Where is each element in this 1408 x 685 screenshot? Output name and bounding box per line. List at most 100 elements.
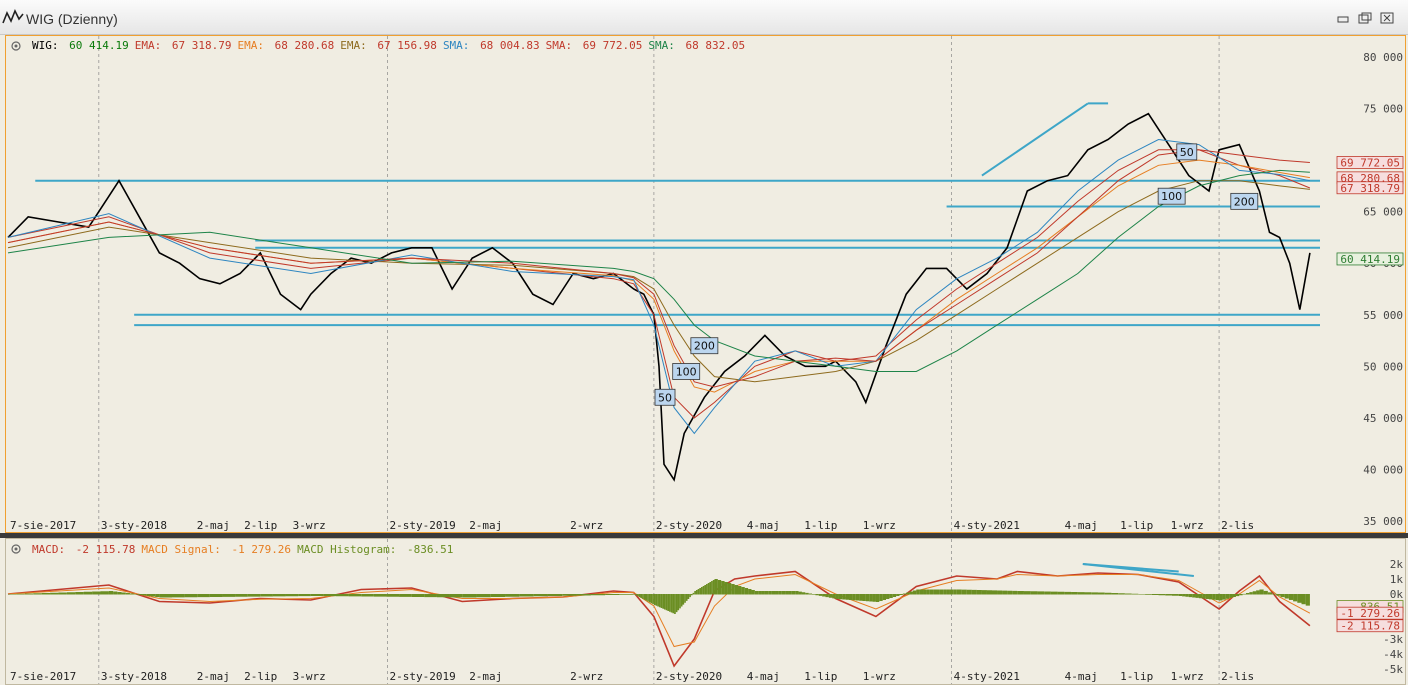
histogram-bar xyxy=(1259,589,1264,595)
histogram-bar xyxy=(1097,592,1105,595)
histogram-bar xyxy=(1276,594,1281,596)
panel-divider[interactable] xyxy=(0,533,1408,538)
histogram-bar xyxy=(1050,591,1058,595)
series-line-0 xyxy=(7,570,1311,668)
x-tick-label: 1-wrz xyxy=(1171,670,1204,683)
ma-annotation: 50 xyxy=(654,388,676,406)
badge-box xyxy=(1336,606,1404,620)
histogram-bar xyxy=(1131,593,1139,595)
histogram-bar xyxy=(129,593,135,595)
y-tick-label: -3k xyxy=(1383,633,1403,646)
x-tick-label: 2-maj xyxy=(197,519,230,532)
histogram-bar xyxy=(714,579,718,595)
badge-label: -2 115.78 xyxy=(1340,620,1400,633)
x-tick-label: 2-maj xyxy=(197,670,230,683)
histogram-bar xyxy=(682,594,685,605)
histogram-bar xyxy=(1195,594,1199,598)
histogram-bar xyxy=(113,591,118,595)
histogram-bar xyxy=(1293,594,1298,602)
x-tick-label: 2-wrz xyxy=(570,670,603,683)
histogram-bar xyxy=(1263,590,1268,595)
annotation-box xyxy=(1157,187,1186,205)
restore-icon[interactable] xyxy=(1358,12,1372,24)
price-badge: -1 279.26 xyxy=(1336,606,1404,620)
histogram-bar xyxy=(637,594,639,597)
badge-label: 60 414.19 xyxy=(1340,253,1400,266)
histogram-bar xyxy=(1301,594,1306,605)
annotation-label: 50 xyxy=(1180,146,1194,159)
ma-annotation: 100 xyxy=(672,363,701,380)
y-tick-label: 75 000 xyxy=(1363,103,1403,116)
histogram-bar xyxy=(1212,594,1216,600)
histogram-bar xyxy=(667,594,670,611)
badge-box xyxy=(1336,252,1404,266)
histogram-bar xyxy=(1111,593,1119,595)
annotation-label: 200 xyxy=(1234,195,1255,208)
macd-settings-gear-icon[interactable] xyxy=(9,542,23,556)
x-tick-label: 3-wrz xyxy=(293,670,326,683)
histogram-bar xyxy=(386,594,400,597)
histogram-bar xyxy=(754,591,759,595)
histogram-bar xyxy=(134,594,139,595)
histogram-bar xyxy=(605,594,620,595)
x-tick-label: 1-lip xyxy=(804,670,837,683)
histogram-bar xyxy=(744,588,749,595)
histogram-bar xyxy=(1280,594,1285,598)
histogram-bar xyxy=(1165,594,1172,596)
trend-line xyxy=(1082,563,1194,577)
histogram-bar xyxy=(986,590,992,595)
histogram-bar xyxy=(1297,594,1302,603)
histogram-bar xyxy=(399,594,412,597)
histogram-bar xyxy=(899,594,903,595)
histogram-bar xyxy=(33,593,42,595)
histogram-bar xyxy=(912,590,917,595)
histogram-bar xyxy=(929,589,934,595)
histogram-bar xyxy=(247,594,261,597)
x-tick-label: 2-sty-2020 xyxy=(656,670,722,683)
histogram-bar xyxy=(1064,591,1072,595)
histogram-bar xyxy=(108,591,114,595)
histogram-bar xyxy=(997,590,1003,595)
histogram-bar xyxy=(699,588,702,595)
annotation-box xyxy=(1176,143,1198,161)
price-legend-value-4: 68 004.83 xyxy=(480,39,540,52)
series-line-3 xyxy=(7,180,1310,383)
histogram-bar xyxy=(1084,592,1092,595)
histogram-bar xyxy=(701,587,703,595)
chart-settings-gear-icon[interactable] xyxy=(9,39,23,53)
x-tick-label: 1-lip xyxy=(804,519,837,532)
histogram-bar xyxy=(805,592,809,595)
histogram-bar xyxy=(462,594,477,598)
series-line-5 xyxy=(7,149,1310,388)
histogram-bar xyxy=(260,594,273,597)
annotation-box xyxy=(1230,192,1259,210)
histogram-bar xyxy=(692,592,695,595)
histogram-bar xyxy=(981,590,987,595)
close-icon[interactable] xyxy=(1380,12,1394,24)
price-legend-label-2: EMA: xyxy=(237,39,271,52)
histogram-bar xyxy=(323,594,336,597)
histogram-bar xyxy=(956,589,962,595)
histogram-bar xyxy=(886,594,890,599)
histogram-bar xyxy=(764,591,769,595)
minimize-icon[interactable] xyxy=(1336,12,1350,24)
price-legend-value-3: 67 156.98 xyxy=(377,39,437,52)
histogram-bar xyxy=(8,594,17,595)
histogram-bar xyxy=(1185,594,1189,597)
x-tick-label: 2-lip xyxy=(244,519,277,532)
histogram-bar xyxy=(24,593,34,595)
annotation-label: 100 xyxy=(1161,190,1182,203)
histogram-bar xyxy=(812,594,816,595)
price-badge: -2 115.78 xyxy=(1336,619,1404,633)
histogram-bar xyxy=(159,594,172,598)
histogram-bar xyxy=(1002,590,1008,595)
x-tick-label: 7-sie-2017 xyxy=(10,519,76,532)
x-tick-label: 4-sty-2021 xyxy=(954,670,1020,683)
histogram-bar xyxy=(590,594,606,596)
histogram-bar xyxy=(712,580,715,595)
histogram-bar xyxy=(949,589,954,595)
